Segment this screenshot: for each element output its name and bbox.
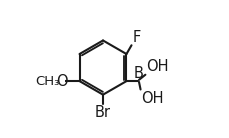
Text: OH: OH <box>145 59 168 74</box>
Text: B: B <box>134 66 143 81</box>
Text: O: O <box>56 74 68 89</box>
Text: Br: Br <box>95 105 111 120</box>
Text: OH: OH <box>140 91 163 106</box>
Text: F: F <box>132 30 140 45</box>
Text: CH₃: CH₃ <box>35 75 59 88</box>
